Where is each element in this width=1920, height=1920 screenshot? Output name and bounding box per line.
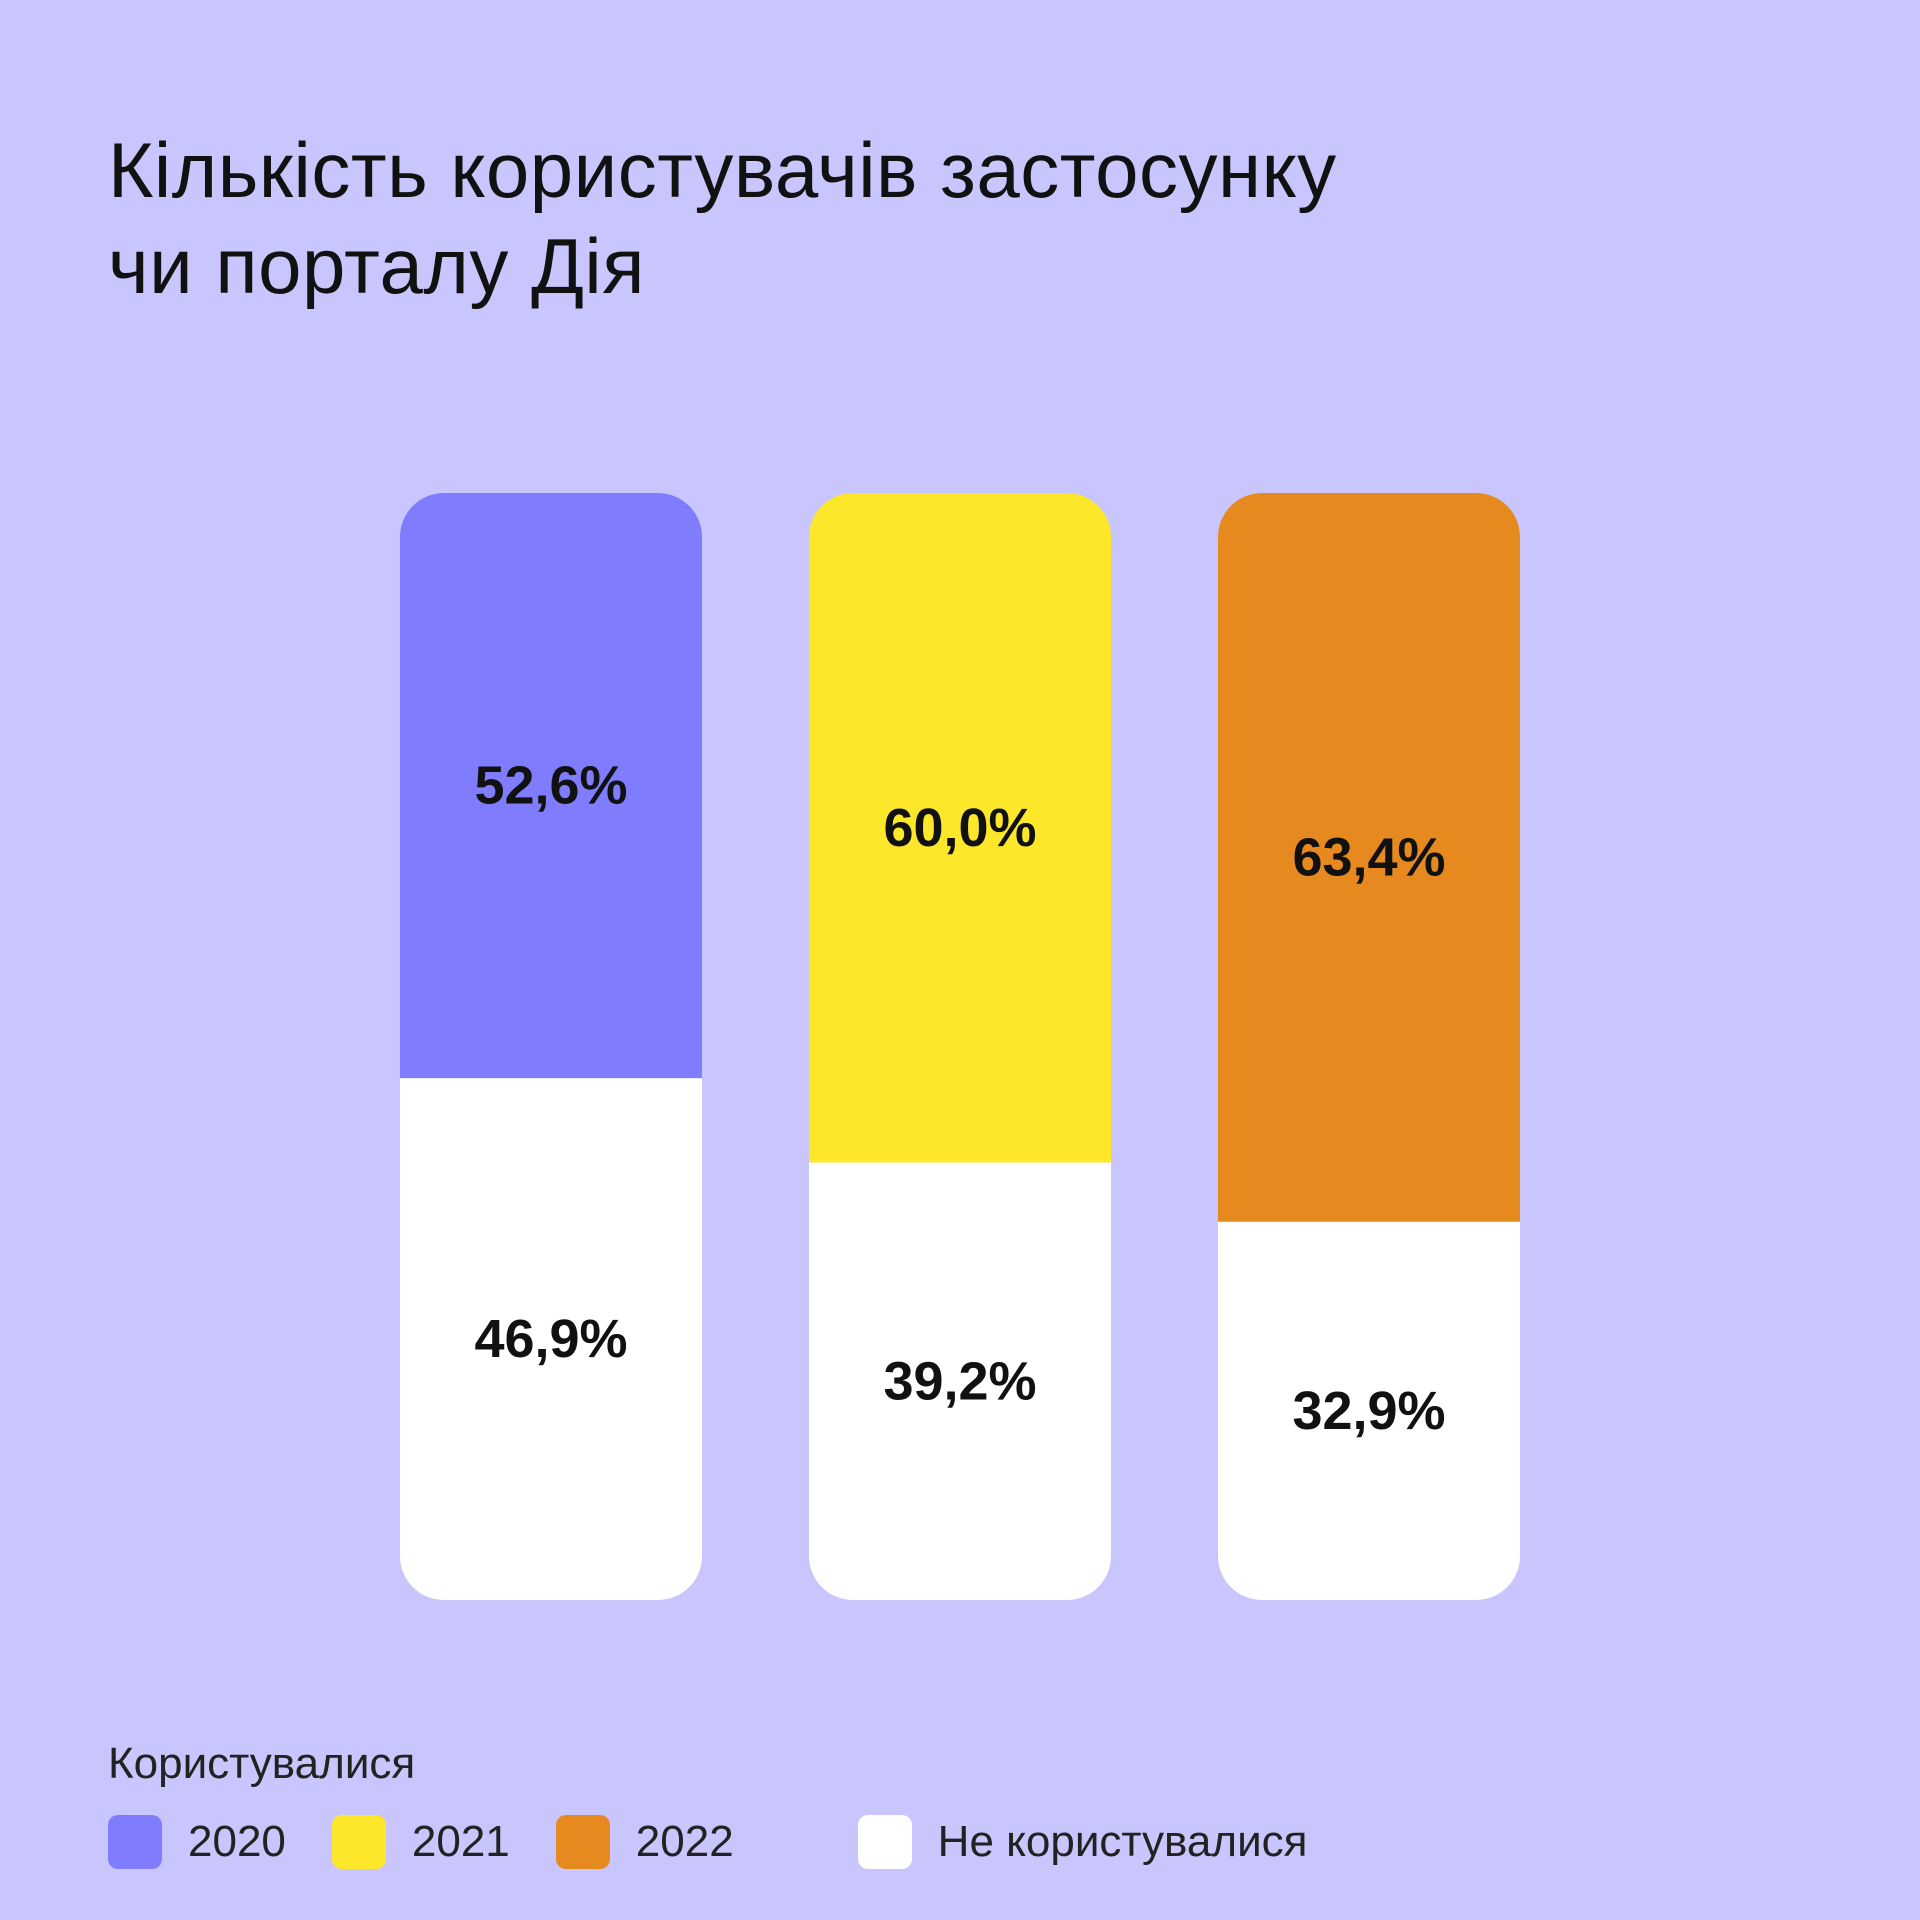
legend-label-not-used: Не користувалися xyxy=(937,1817,1308,1866)
data-label-used-2021: 60,0% xyxy=(883,798,1036,858)
chart-title-line-2: чи порталу Дія xyxy=(108,222,645,310)
data-label-not-used-2020: 46,9% xyxy=(474,1309,627,1369)
bar-stack-2020 xyxy=(400,493,702,1600)
legend-swatch-2022 xyxy=(555,1815,610,1869)
bar-not-used-2022 xyxy=(1218,1221,1520,1600)
bar-stack-2022 xyxy=(1218,493,1520,1600)
legend-item-2020: 2020 xyxy=(108,1815,286,1869)
data-label-used-2022: 63,4% xyxy=(1292,827,1445,887)
data-label-not-used-2021: 39,2% xyxy=(883,1351,1036,1411)
bar-used-2020 xyxy=(400,493,702,1079)
data-label-not-used-2022: 32,9% xyxy=(1292,1381,1445,1441)
legend-label-2021: 2021 xyxy=(411,1817,510,1866)
legend-item-2021: 2021 xyxy=(331,1815,510,1869)
legend-swatch-2021 xyxy=(331,1815,386,1869)
legend-item-not-used: Не користувалися xyxy=(857,1815,1308,1869)
chart-title: Кількість користувачів застосунку чи пор… xyxy=(108,122,1608,314)
legend-swatch-2020 xyxy=(108,1815,162,1869)
legend: 2020 2021 2022 Не користувалися xyxy=(108,1814,1307,1870)
legend-caption: Користувалися xyxy=(108,1739,416,1788)
chart-title-line-1: Кількість користувачів застосунку xyxy=(108,126,1337,214)
bar-not-used-2020 xyxy=(400,1078,702,1600)
legend-label-2022: 2022 xyxy=(635,1817,734,1866)
legend-item-2022: 2022 xyxy=(555,1815,734,1869)
bar-not-used-2021 xyxy=(809,1162,1111,1600)
bar-used-2022 xyxy=(1218,493,1520,1222)
legend-label-2020: 2020 xyxy=(188,1817,286,1866)
legend-swatch-not-used xyxy=(857,1815,912,1869)
bar-used-2021 xyxy=(809,493,1111,1163)
data-label-used-2020: 52,6% xyxy=(474,756,627,816)
bar-stack-2021 xyxy=(809,493,1111,1600)
